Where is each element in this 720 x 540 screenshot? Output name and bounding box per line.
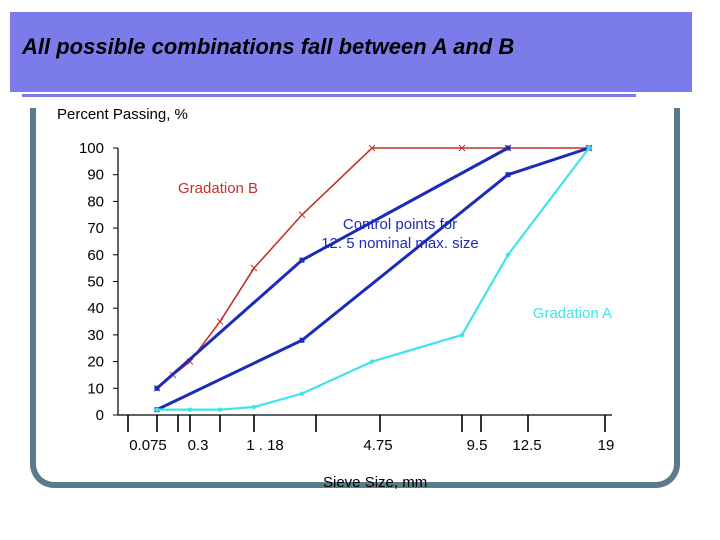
data-point <box>187 407 193 412</box>
data-point <box>299 337 305 343</box>
data-point <box>299 257 305 263</box>
series-line-2 <box>156 146 590 412</box>
data-point <box>586 145 592 151</box>
y-tick-label: 60 <box>87 247 104 264</box>
data-point <box>459 332 465 338</box>
annotations-layer: Gradation B Control points for 12. 5 nomin… <box>178 180 612 322</box>
data-point <box>298 211 306 219</box>
slide-title: All possible combinations fall between A… <box>22 34 515 59</box>
data-point <box>458 144 466 152</box>
title-bar <box>10 12 692 92</box>
annotation-label: 12. 5 nominal max. size <box>321 235 479 252</box>
annotation-label: Gradation A <box>533 305 612 322</box>
x-ticks: 0.075 0.3 1 . 18 4.75 9.5 12.5 19 <box>127 415 615 454</box>
x-tick-label: 0.075 <box>129 437 167 454</box>
x-tick-label: 0.3 <box>188 437 209 454</box>
x-tick-label: 9.5 <box>467 437 488 454</box>
series-layer <box>153 144 593 413</box>
x-axis-label: Sieve Size, mm <box>323 474 428 491</box>
y-tick-label: 100 <box>79 140 104 157</box>
data-point <box>369 359 375 364</box>
y-tick-label: 0 <box>96 407 104 424</box>
y-tick-label: 10 <box>87 380 104 397</box>
y-tick-label: 90 <box>87 167 104 184</box>
data-point <box>505 145 511 151</box>
y-ticks: 0 10 20 30 40 50 60 70 80 90 100 <box>79 140 118 424</box>
y-tick-label: 70 <box>87 220 104 237</box>
y-tick-label: 30 <box>87 327 104 344</box>
y-tick-label: 80 <box>87 193 104 210</box>
y-axis-label: Percent Passing, % <box>57 106 188 123</box>
annotation-label: Control points for <box>343 216 457 233</box>
data-point <box>505 252 511 257</box>
y-tick-label: 40 <box>87 300 104 317</box>
x-tick-label: 19 <box>598 437 615 454</box>
x-tick-label: 4.75 <box>363 437 392 454</box>
data-point <box>505 172 511 178</box>
data-point <box>216 318 224 325</box>
data-point <box>154 385 160 391</box>
y-tick-label: 50 <box>87 274 104 291</box>
x-tick-label: 12.5 <box>512 437 541 454</box>
data-point <box>299 391 305 396</box>
x-tick-label: 1 . 18 <box>246 437 284 454</box>
data-point <box>217 407 223 412</box>
data-point <box>154 407 160 412</box>
data-point <box>250 264 258 272</box>
annotation-label: Gradation B <box>178 180 258 197</box>
data-point <box>251 404 257 410</box>
data-point <box>368 144 376 152</box>
title-underline <box>22 94 636 97</box>
content-frame <box>30 108 680 488</box>
y-tick-label: 20 <box>87 354 104 371</box>
